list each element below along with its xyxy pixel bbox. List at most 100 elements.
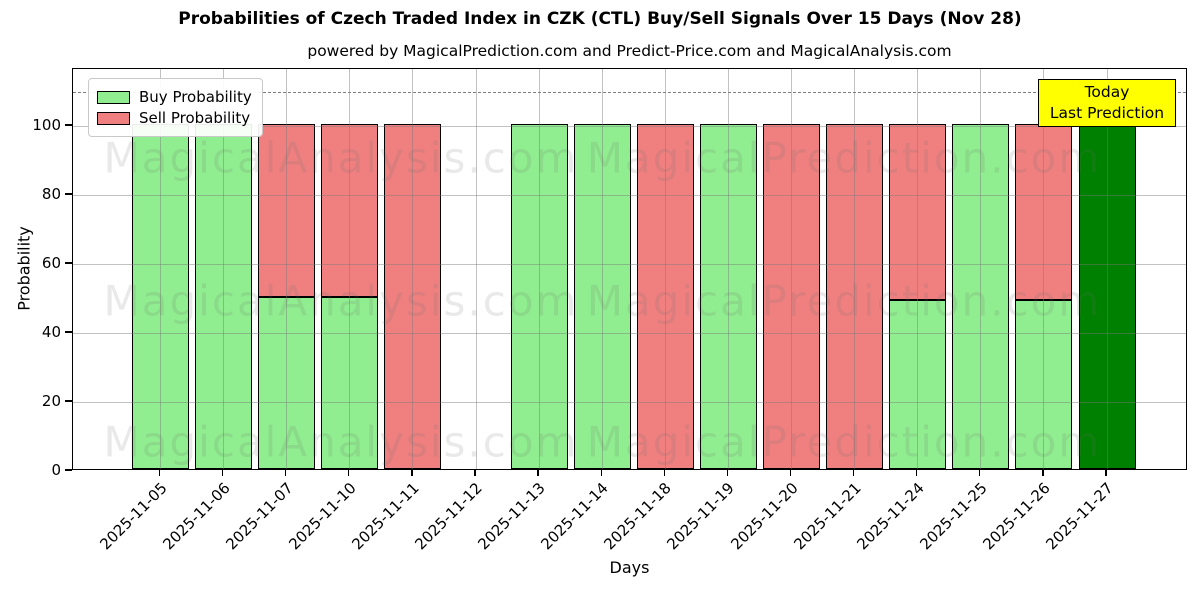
grid-line-vertical	[286, 69, 288, 469]
x-tick-label: 2025-11-06	[158, 479, 234, 554]
bar-segment	[321, 296, 379, 469]
grid-line-horizontal	[73, 195, 1186, 196]
bar-segment	[1015, 299, 1073, 469]
grid-line-vertical	[223, 69, 225, 469]
bar-segment	[952, 124, 1010, 469]
bar-segment	[1015, 124, 1073, 300]
x-tick	[285, 470, 287, 476]
bar-segment	[384, 124, 442, 469]
grid-line-vertical	[412, 69, 414, 469]
watermark: MagicalPrediction.com	[586, 133, 1102, 183]
plot-area: Buy Probability Sell Probability Today L…	[72, 68, 1187, 470]
y-tick	[65, 193, 72, 195]
x-tick	[789, 470, 792, 476]
legend: Buy Probability Sell Probability	[88, 78, 263, 137]
grid-line-vertical	[917, 69, 919, 469]
threshold-dashed-line	[73, 91, 1186, 93]
y-tick-label: 60	[41, 254, 61, 272]
x-tick-label: 2025-11-12	[411, 479, 486, 554]
y-tick	[65, 262, 72, 264]
grid-line-vertical	[538, 69, 540, 469]
grid-line-vertical	[475, 69, 477, 469]
grid-line-vertical	[601, 69, 603, 469]
grid-line-vertical	[791, 69, 792, 469]
x-tick	[474, 470, 476, 476]
watermark: MagicalAnalysis.com	[103, 276, 579, 326]
legend-label-sell: Sell Probability	[139, 109, 251, 127]
x-tick-label: 2025-11-10	[285, 479, 360, 554]
x-tick	[600, 470, 602, 476]
bar-segment	[636, 124, 694, 469]
grid-line-vertical	[727, 69, 729, 469]
x-tick-label: 2025-11-11	[348, 479, 423, 554]
y-tick	[65, 124, 72, 126]
x-tick	[1105, 470, 1107, 476]
grid-line-vertical	[980, 69, 982, 469]
bar-segment	[889, 299, 947, 469]
x-tick	[726, 470, 729, 476]
x-tick	[852, 470, 855, 476]
grid-line-vertical	[349, 69, 351, 469]
x-tick-label: 2025-11-05	[95, 479, 171, 554]
grid-line-horizontal	[73, 333, 1186, 334]
legend-label-buy: Buy Probability	[139, 88, 252, 106]
legend-item-sell: Sell Probability	[97, 109, 252, 127]
y-tick-label: 100	[32, 116, 61, 134]
x-tick-label: 2025-11-21	[789, 479, 865, 554]
bar-segment	[510, 124, 568, 469]
x-tick-label: 2025-11-25	[916, 479, 991, 554]
grid-line-vertical	[854, 69, 856, 469]
x-tick	[1042, 470, 1044, 476]
watermark: MagicalPrediction.com	[586, 417, 1102, 467]
bar-segment	[195, 124, 253, 469]
y-tick-label: 20	[41, 392, 61, 410]
x-tick	[537, 470, 539, 476]
bar-segment	[321, 124, 379, 297]
x-tick	[348, 470, 350, 476]
x-tick	[411, 470, 413, 476]
legend-swatch-buy	[97, 90, 130, 104]
grid-line-horizontal	[73, 126, 1186, 127]
y-tick	[65, 331, 72, 333]
grid-line-vertical	[160, 69, 161, 469]
grid-line-horizontal	[73, 402, 1186, 403]
chart-title: Probabilities of Czech Traded Index in C…	[178, 9, 1022, 29]
y-tick	[65, 400, 72, 402]
x-tick-label: 2025-11-14	[537, 479, 612, 554]
x-tick-label: 2025-11-13	[474, 479, 549, 554]
y-tick-label: 80	[41, 185, 61, 203]
bar-segment	[573, 124, 631, 469]
watermark: MagicalAnalysis.com	[103, 417, 579, 467]
x-tick	[663, 470, 665, 476]
x-axis-label: Days	[609, 558, 650, 577]
x-tick-label: 2025-11-27	[1042, 479, 1117, 554]
x-tick-label: 2025-11-26	[979, 479, 1054, 554]
x-tick	[916, 470, 918, 476]
grid-line-vertical	[1106, 69, 1108, 469]
bar-segment	[763, 124, 820, 469]
legend-swatch-sell	[97, 111, 130, 125]
watermark: MagicalAnalysis.com	[103, 133, 579, 183]
grid-line-vertical	[664, 69, 666, 469]
legend-item-buy: Buy Probability	[97, 88, 252, 106]
bar-segment	[889, 124, 947, 300]
annotation-line-1: Today	[1084, 83, 1130, 101]
chart-subtitle: powered by MagicalPrediction.com and Pre…	[307, 42, 952, 60]
grid-line-vertical	[1043, 69, 1045, 469]
bar-segment	[132, 124, 189, 469]
x-tick	[221, 470, 224, 476]
x-tick-label: 2025-11-19	[663, 479, 739, 554]
bar-segment	[699, 124, 757, 469]
bar-segment	[1078, 124, 1136, 469]
y-tick	[65, 469, 72, 471]
bar-segment	[258, 124, 316, 297]
watermark: MagicalPrediction.com	[586, 276, 1102, 326]
grid-line-horizontal	[73, 264, 1186, 265]
x-tick-label: 2025-11-20	[726, 479, 802, 554]
bar-segment	[258, 296, 316, 469]
annotation-line-2: Last Prediction	[1049, 104, 1165, 122]
x-tick	[979, 470, 981, 476]
bar-segment	[826, 124, 884, 469]
x-tick-label: 2025-11-24	[853, 479, 928, 554]
